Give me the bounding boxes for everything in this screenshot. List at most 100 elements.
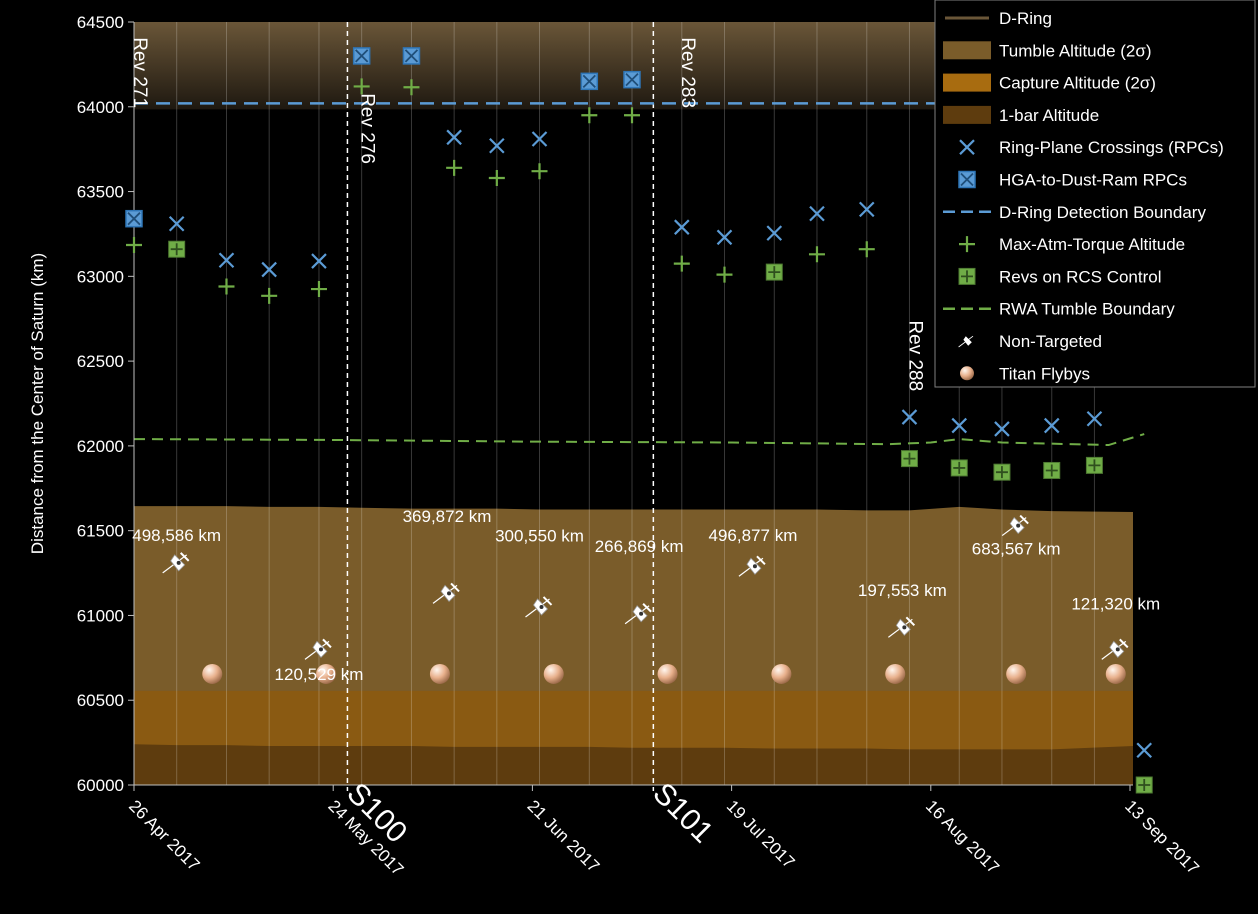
max-torque-marker: [808, 246, 825, 263]
rpc-marker: [716, 229, 733, 246]
rpc-marker: [1043, 417, 1060, 434]
legend-item: 1-bar Altitude: [943, 105, 1099, 125]
legend-item: Capture Altitude (2σ): [943, 73, 1156, 93]
legend-item: Max-Atm-Torque Altitude: [959, 235, 1185, 254]
max-torque-marker: [959, 236, 975, 253]
rpc-marker: [1086, 410, 1103, 427]
non-targeted-marker: [304, 638, 332, 660]
y-axis-title: Distance from the Center of Saturn (km): [28, 253, 47, 554]
flyby-distance-label: 266,869 km: [595, 537, 684, 556]
hga-rpc-marker: [352, 47, 371, 65]
rcs-control-marker: [765, 263, 783, 281]
legend-item: HGA-to-Dust-Ram RPCs: [958, 171, 1187, 190]
legend-label: Titan Flybys: [999, 364, 1090, 383]
legend-swatch: [960, 366, 974, 381]
max-torque-marker: [488, 169, 505, 186]
rpc-marker: [674, 219, 690, 235]
x-tick-label: 16 Aug 2017: [922, 796, 1003, 877]
legend-label: Max-Atm-Torque Altitude: [999, 235, 1185, 254]
legend-label: HGA-to-Dust-Ram RPCs: [999, 171, 1187, 190]
rpc-marker: [951, 417, 968, 434]
non-targeted-marker: [432, 582, 460, 604]
titan-flyby-marker: [543, 663, 564, 684]
rpc-marker: [311, 253, 327, 269]
flyby-distance-label: 120,529 km: [275, 665, 364, 684]
non-targeted-marker: [624, 603, 652, 625]
titan-flyby-marker: [885, 663, 906, 684]
max-torque-marker: [446, 159, 463, 176]
y-tick-label: 63500: [77, 183, 124, 202]
max-torque-marker: [403, 79, 420, 96]
rwa-tumble-boundary-line: [133, 433, 1145, 447]
reference-lines: [133, 22, 1145, 791]
rev-label: Rev 276: [357, 93, 378, 164]
non-targeted-marker: [738, 555, 766, 577]
legend-swatch: [958, 335, 974, 348]
rcs-control-marker: [993, 463, 1011, 481]
max-torque-marker: [858, 241, 875, 258]
rpc-marker: [218, 252, 235, 269]
legend-item: D-Ring Detection Boundary: [943, 203, 1206, 222]
rpc-marker: [809, 205, 825, 222]
rcs-control-marker: [958, 267, 976, 285]
max-torque-marker: [218, 278, 235, 295]
y-tick-label: 64000: [77, 98, 124, 117]
legend-label: RWA Tumble Boundary: [999, 300, 1175, 319]
flyby-distance-label: 121,320 km: [1071, 595, 1160, 614]
band-1-bar-altitude: [134, 744, 1133, 785]
rev-label: Rev 271: [129, 37, 150, 108]
titan-flyby-marker: [657, 663, 678, 684]
y-tick-label: 63000: [77, 267, 124, 286]
x-tick-label: 21 Jun 2017: [524, 796, 604, 876]
y-tick-label: 60000: [77, 776, 124, 795]
x-tick-label: 19 Jul 2017: [723, 796, 799, 872]
legend-item: Ring-Plane Crossings (RPCs): [959, 138, 1224, 157]
rcs-control-marker: [1085, 456, 1103, 474]
rpc-marker: [959, 139, 975, 155]
titan-flyby-marker: [316, 663, 337, 684]
x-tick-label: 26 Apr 2017: [125, 796, 203, 874]
legend-label: Tumble Altitude (2σ): [999, 41, 1152, 60]
rcs-control-marker: [950, 459, 968, 477]
rpc-marker: [531, 131, 548, 147]
flyby-distance-label: 498,586 km: [132, 526, 221, 545]
rpc-marker: [994, 421, 1010, 437]
max-torque-marker: [673, 255, 690, 272]
section-label: S101: [646, 777, 719, 850]
y-tick-label: 62000: [77, 437, 124, 456]
non-targeted-marker: [162, 552, 190, 574]
hga-rpc-marker: [125, 209, 143, 228]
legend-label: Ring-Plane Crossings (RPCs): [999, 138, 1224, 157]
max-torque-marker: [531, 163, 548, 180]
y-tick-label: 64500: [77, 13, 124, 32]
titan-flyby-marker: [1006, 663, 1027, 684]
rpc-marker: [168, 215, 185, 232]
legend-item: Non-Targeted: [958, 332, 1102, 351]
flyby-distance-label: 683,567 km: [972, 539, 1061, 558]
legend-label: Revs on RCS Control: [999, 267, 1162, 286]
rpc-marker: [858, 201, 875, 218]
legend-swatch: [943, 73, 991, 92]
max-torque-marker: [126, 236, 142, 253]
legend-label: Non-Targeted: [999, 332, 1102, 351]
flyby-distance-label: 197,553 km: [858, 581, 947, 600]
legend-item: Titan Flybys: [960, 364, 1090, 383]
rpc-marker: [446, 129, 462, 146]
hga-rpc-marker: [580, 72, 599, 91]
legend-label: D-Ring Detection Boundary: [999, 203, 1206, 222]
rpc-marker: [901, 409, 918, 425]
rpc-marker: [1136, 742, 1153, 759]
legend-label: Capture Altitude (2σ): [999, 74, 1156, 93]
legend-swatch: [943, 41, 991, 60]
y-tick-label: 61500: [77, 522, 124, 541]
max-torque-marker: [581, 107, 598, 124]
non-targeted-marker: [1101, 638, 1129, 660]
rev-label: Rev 288: [904, 320, 925, 391]
rcs-control-marker: [1135, 776, 1153, 794]
rcs-control-marker: [1043, 461, 1061, 479]
y-tick-label: 62500: [77, 352, 124, 371]
legend-label: D-Ring: [999, 9, 1052, 28]
max-torque-marker: [353, 78, 370, 95]
data-marks: [125, 47, 1153, 794]
